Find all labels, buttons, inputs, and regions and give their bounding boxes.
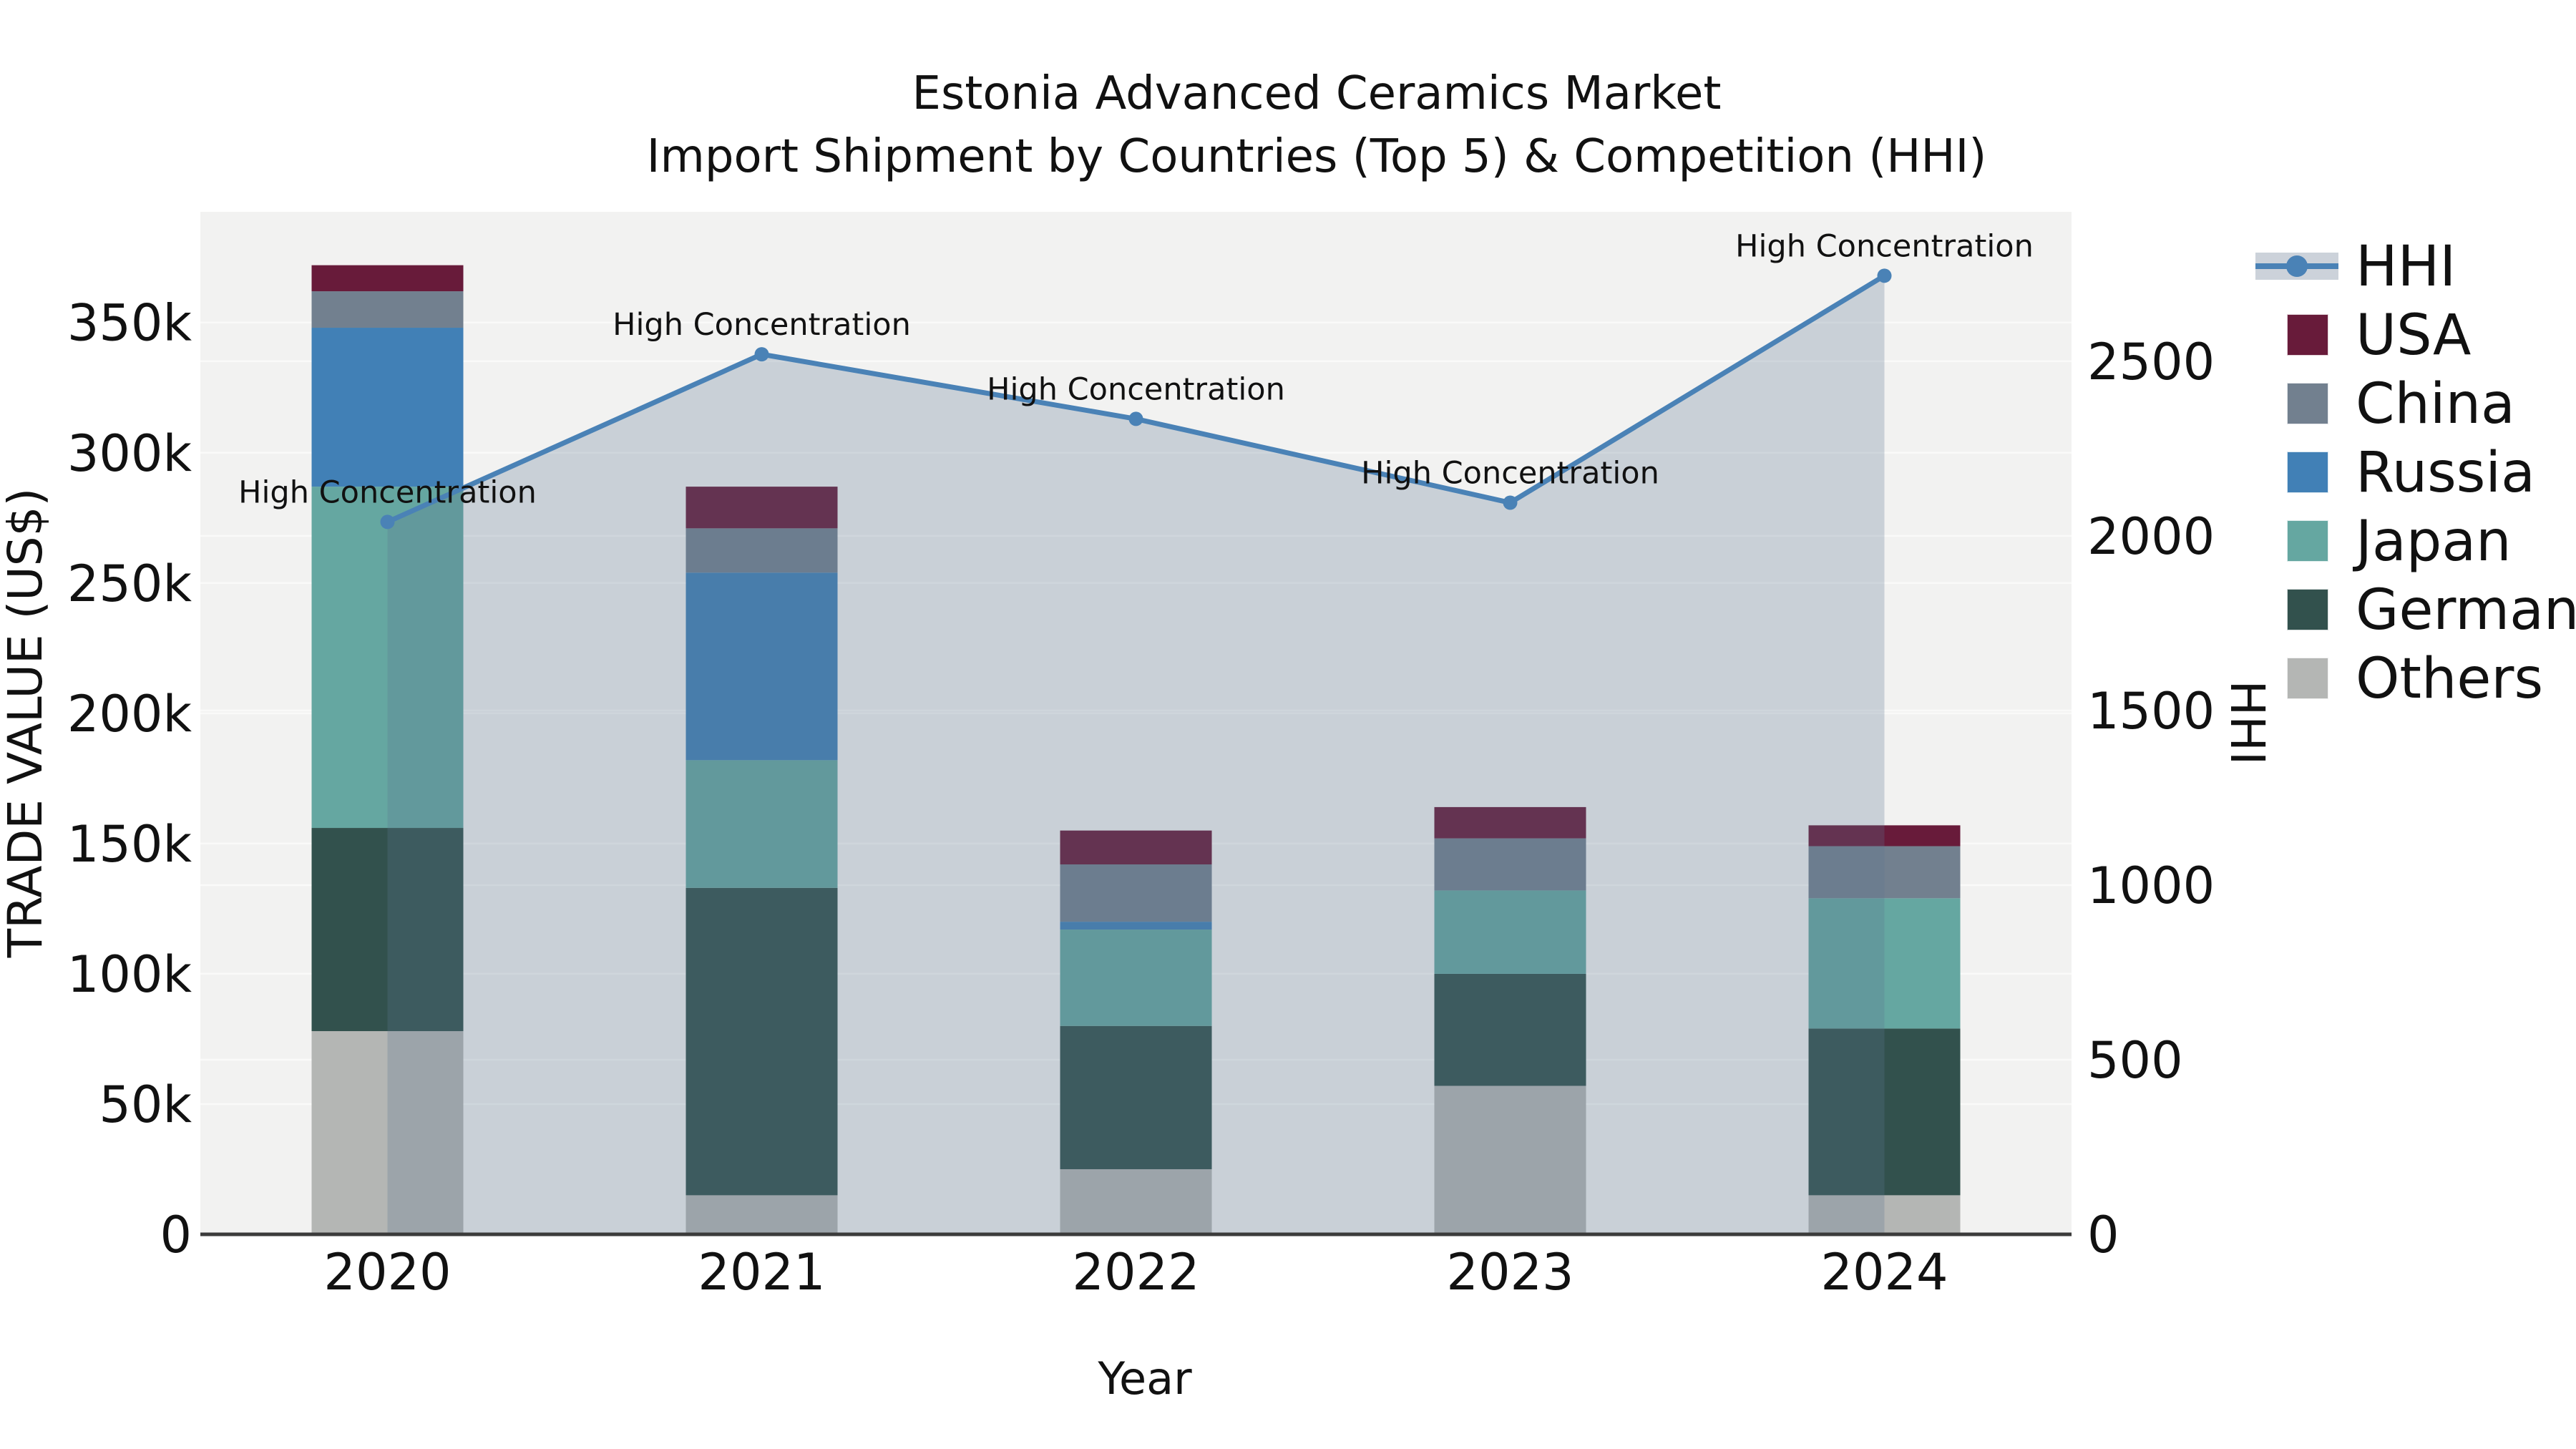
y-right-tick-2000: 2000 — [2087, 507, 2215, 566]
y-right-tick-500: 500 — [2087, 1031, 2183, 1090]
y-left-tick-100k: 100k — [67, 945, 192, 1004]
hhi-line — [380, 268, 1892, 530]
y-axis-left-ticks: 0 50k 100k 150k 200k 250k 300k 350k — [67, 294, 192, 1264]
hhi-point-2021 — [754, 347, 769, 362]
bar-segment-russia-2020 — [311, 328, 464, 487]
x-tick-2021: 2021 — [698, 1243, 825, 1302]
bar-segment-others-2020 — [311, 1031, 464, 1234]
bar-segment-others-2023 — [1434, 1085, 1586, 1234]
y-left-tick-200k: 200k — [67, 685, 192, 743]
y-axis-right-ticks: 0 500 1000 1500 2000 2500 — [2087, 333, 2215, 1264]
hhi-fill-region — [387, 275, 1885, 1234]
bar-segment-china-2021 — [686, 528, 838, 573]
bar-segment-china-2024 — [1808, 846, 1961, 899]
hhi-point-2020 — [380, 514, 395, 530]
legend-label-china: China — [2356, 372, 2515, 436]
y-left-tick-150k: 150k — [67, 815, 192, 874]
legend: HHIUSAChinaRussiaJapanGermanyOthers — [2255, 235, 2576, 711]
bar-segment-others-2022 — [1060, 1169, 1212, 1234]
x-tick-2024: 2024 — [1820, 1243, 1948, 1302]
chart-title-line2: Import Shipment by Countries (Top 5) & C… — [647, 130, 1987, 183]
x-axis-ticks: 2020 2021 2022 2023 2024 — [323, 1243, 1948, 1302]
y-left-tick-350k: 350k — [67, 294, 192, 353]
bar-segment-germany-2020 — [311, 828, 464, 1032]
bar-segment-others-2024 — [1808, 1195, 1961, 1234]
legend-label-hhi: HHI — [2356, 235, 2456, 299]
bar-segment-china-2020 — [311, 291, 464, 328]
legend-hhi-marker-icon — [2286, 255, 2308, 277]
y-left-tick-0: 0 — [160, 1206, 192, 1264]
annotation-2023: High Concentration — [1361, 456, 1659, 492]
bar-segment-china-2022 — [1060, 864, 1212, 922]
bar-segment-germany-2021 — [686, 887, 838, 1196]
annotation-2021: High Concentration — [613, 307, 911, 343]
chart-title-line1: Estonia Advanced Ceramics Market — [912, 67, 1722, 120]
legend-label-russia: Russia — [2356, 441, 2535, 505]
y-right-tick-0: 0 — [2087, 1206, 2119, 1264]
legend-swatch-china — [2286, 382, 2329, 425]
bar-segment-germany-2022 — [1060, 1025, 1212, 1169]
y-left-tick-300k: 300k — [67, 424, 192, 483]
legend-label-usa: USA — [2356, 303, 2471, 368]
legend-swatch-others — [2286, 657, 2329, 700]
bar-segment-china-2023 — [1434, 838, 1586, 891]
bar-segment-usa-2020 — [311, 265, 464, 292]
hhi-area-fill — [387, 275, 1885, 1234]
bar-segment-usa-2022 — [1060, 830, 1212, 865]
annotation-2024: High Concentration — [1735, 228, 2034, 264]
y-left-tick-50k: 50k — [99, 1075, 192, 1134]
hhi-point-2022 — [1128, 411, 1143, 426]
point-annotations: High Concentration High Concentration High… — [238, 228, 2034, 510]
bar-segment-usa-2023 — [1434, 806, 1586, 839]
annotation-2022: High Concentration — [987, 371, 1285, 407]
y-right-tick-1500: 1500 — [2087, 682, 2215, 741]
legend-swatch-russia — [2286, 451, 2329, 494]
stacked-bars — [311, 265, 1961, 1234]
bar-segment-usa-2021 — [686, 487, 838, 529]
y-axis-left-label: TRADE VALUE (US$) — [0, 488, 53, 958]
legend-swatch-usa — [2286, 313, 2329, 356]
bar-segment-japan-2021 — [686, 760, 838, 888]
legend-label-japan: Japan — [2352, 509, 2512, 574]
y-right-tick-2500: 2500 — [2087, 333, 2215, 391]
legend-swatch-japan — [2286, 519, 2329, 562]
legend-label-others: Others — [2356, 647, 2543, 711]
bar-segment-japan-2020 — [311, 487, 464, 829]
y-left-tick-250k: 250k — [67, 555, 192, 613]
x-tick-2023: 2023 — [1446, 1243, 1574, 1302]
bar-segment-germany-2023 — [1434, 973, 1586, 1086]
legend-label-germany: Germany — [2356, 578, 2576, 643]
x-axis-label: Year — [1097, 1352, 1192, 1405]
bar-segment-others-2021 — [686, 1195, 838, 1234]
bar-segment-japan-2022 — [1060, 930, 1212, 1026]
bar-segment-usa-2024 — [1808, 825, 1961, 847]
bar-segment-germany-2024 — [1808, 1028, 1961, 1196]
y-axis-right-label: HHI — [2220, 680, 2275, 766]
bar-segment-japan-2023 — [1434, 890, 1586, 974]
annotation-2020: High Concentration — [238, 474, 537, 510]
x-tick-2020: 2020 — [323, 1243, 451, 1302]
legend-swatch-germany — [2286, 588, 2329, 631]
x-tick-2022: 2022 — [1072, 1243, 1199, 1302]
bar-segment-russia-2021 — [686, 572, 838, 761]
hhi-point-2024 — [1877, 268, 1892, 283]
bar-segment-russia-2022 — [1060, 922, 1212, 930]
hhi-point-2023 — [1503, 495, 1518, 510]
y-right-tick-1000: 1000 — [2087, 857, 2215, 915]
bar-segment-japan-2024 — [1808, 898, 1961, 1029]
